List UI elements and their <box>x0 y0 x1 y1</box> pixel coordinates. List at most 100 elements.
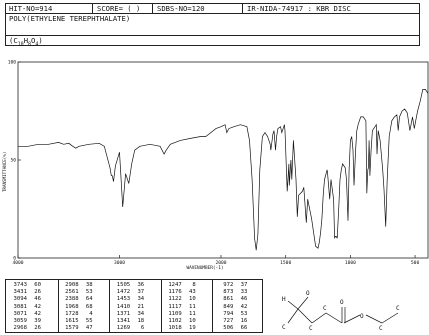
peak-transmittance: 39 <box>34 318 41 325</box>
peak-transmittance: 34 <box>137 310 145 317</box>
peak-wavenumber: 873 <box>223 289 234 296</box>
peak-transmittance: 11 <box>189 310 196 317</box>
formula-close: ) <box>38 36 43 45</box>
peak-table-column: 2908 38 2561 53 2388 64 1968 68 1728 4 1615 55 1579 4… <box>61 282 93 332</box>
peak-transmittance: 10 <box>189 296 196 303</box>
peak-wavenumber: 794 <box>223 310 234 317</box>
peak-wavenumber: 1728 <box>65 310 79 317</box>
peak-transmittance: 37 <box>240 282 248 288</box>
peak-row: 1018 19 <box>164 325 196 332</box>
peak-transmittance: 26 <box>34 289 41 296</box>
peak-row: 1122 10 <box>164 296 196 303</box>
peak-wavenumber: 1117 <box>168 303 182 310</box>
peak-transmittance: 37 <box>137 289 145 296</box>
peak-transmittance: 16 <box>240 318 248 325</box>
peak-wavenumber: 1371 <box>116 310 131 317</box>
peak-transmittance: 66 <box>240 325 248 332</box>
peak-row: 2561 53 <box>61 289 92 296</box>
peak-transmittance: 43 <box>189 289 196 296</box>
peak-wavenumber: 1247 <box>168 282 182 288</box>
peak-wavenumber: 3081 <box>13 303 27 310</box>
peak-row: 1371 34 <box>112 311 144 318</box>
peak-wavenumber: 2908 <box>65 282 79 288</box>
peak-transmittance: 6 <box>140 325 145 332</box>
peak-wavenumber: 3431 <box>13 289 27 296</box>
peak-row: 3059 39 <box>9 318 41 325</box>
peak-row: 1615 55 <box>61 318 93 325</box>
peak-transmittance: 18 <box>137 318 145 325</box>
peak-transmittance: 19 <box>189 325 196 332</box>
peak-wavenumber: 1018 <box>168 325 182 332</box>
formula-o-count: 4 <box>35 41 39 48</box>
peak-row: 506 66 <box>215 325 247 332</box>
peak-row: 2908 38 <box>61 282 93 289</box>
peak-row: 1117 11 <box>164 303 196 311</box>
peak-wavenumber: 1269 <box>116 325 131 332</box>
x-tick-label: 3000 <box>114 260 125 266</box>
peak-table-divider <box>160 280 162 332</box>
peak-wavenumber: 1579 <box>65 325 79 332</box>
peak-wavenumber: 1341 <box>116 318 131 325</box>
y-tick-label: 50 <box>10 158 16 164</box>
peak-row: 1176 43 <box>164 289 196 296</box>
peak-transmittance: 26 <box>34 325 41 332</box>
structure-atom-c: C <box>309 325 313 332</box>
peak-wavenumber: 849 <box>223 303 234 310</box>
peak-row: 1453 34 <box>112 296 144 303</box>
formula-open: (C <box>9 36 18 45</box>
peak-row: 1410 21 <box>112 304 144 311</box>
sdbs-no: SDBS-NO=120 <box>157 4 205 13</box>
peak-row: 1579 47 <box>61 325 93 332</box>
structure-atom-c: C <box>396 305 400 312</box>
peak-row: 873 33 <box>215 289 247 296</box>
peak-transmittance: 47 <box>85 325 93 332</box>
chemical-structure: H O C C C O C C O <box>282 290 400 332</box>
peak-transmittance: 11 <box>189 303 196 310</box>
transmittance-series-line <box>18 89 429 251</box>
peak-row: 3094 46 <box>9 296 41 303</box>
structure-atom-h: H <box>282 296 286 303</box>
peak-transmittance: 38 <box>85 282 93 288</box>
structure-atom-o: O <box>306 290 310 297</box>
peak-transmittance: 42 <box>34 310 41 317</box>
peak-table-divider <box>57 280 59 332</box>
peak-wavenumber: 1410 <box>116 303 131 310</box>
compound-name: POLY(ETHYLENE TEREPHTHALATE) <box>9 14 131 23</box>
peak-transmittance: 53 <box>240 310 248 317</box>
peak-transmittance: 36 <box>137 282 145 288</box>
x-tick-label: 1500 <box>280 260 291 266</box>
peak-wavenumber: 1102 <box>168 318 182 325</box>
peak-row: 861 46 <box>215 296 247 303</box>
peak-row: 1728 4 <box>61 310 92 318</box>
peak-wavenumber: 3071 <box>13 310 27 317</box>
peak-table-column: 1505 36 1472 37 1453 34 1410 21 1371 34 1341 18 1269… <box>112 282 144 332</box>
peak-wavenumber: 1453 <box>116 296 131 303</box>
peak-row: 1341 18 <box>112 318 144 325</box>
peak-transmittance: 21 <box>137 303 145 310</box>
x-tick-label: 1000 <box>345 260 356 266</box>
peak-wavenumber: 2388 <box>65 296 79 303</box>
peak-transmittance: 68 <box>85 303 93 310</box>
peak-row: 1269 6 <box>112 325 144 332</box>
peak-table-divider <box>109 280 111 332</box>
peak-transmittance: 55 <box>85 318 93 325</box>
peak-wavenumber: 1122 <box>168 296 182 303</box>
peak-row: 2968 26 <box>9 325 41 332</box>
peak-row: 972 37 <box>215 282 247 289</box>
peak-row: 3071 42 <box>9 311 41 318</box>
formula-h-count: 8 <box>28 41 32 48</box>
peak-wavenumber: 1472 <box>116 289 131 296</box>
peak-transmittance: 46 <box>34 296 41 303</box>
peak-row: 3431 26 <box>9 289 41 296</box>
peak-wavenumber: 3094 <box>13 296 27 303</box>
peak-row: 794 53 <box>215 311 247 318</box>
score: SCORE= ( ) <box>97 4 141 13</box>
peak-transmittance: 33 <box>240 289 248 296</box>
peak-transmittance: 34 <box>137 296 145 303</box>
peak-wavenumber: 1968 <box>65 303 79 310</box>
peak-row: 1505 36 <box>112 282 144 289</box>
ir-spectrum-chart: 4000 3000 2000 1500 1000 500 0 50 100 TRANSMITTA… <box>2 60 429 271</box>
peak-transmittance: 10 <box>189 318 196 325</box>
peak-row: 1247 8 <box>164 282 195 289</box>
x-tick-label: 500 <box>411 260 420 266</box>
